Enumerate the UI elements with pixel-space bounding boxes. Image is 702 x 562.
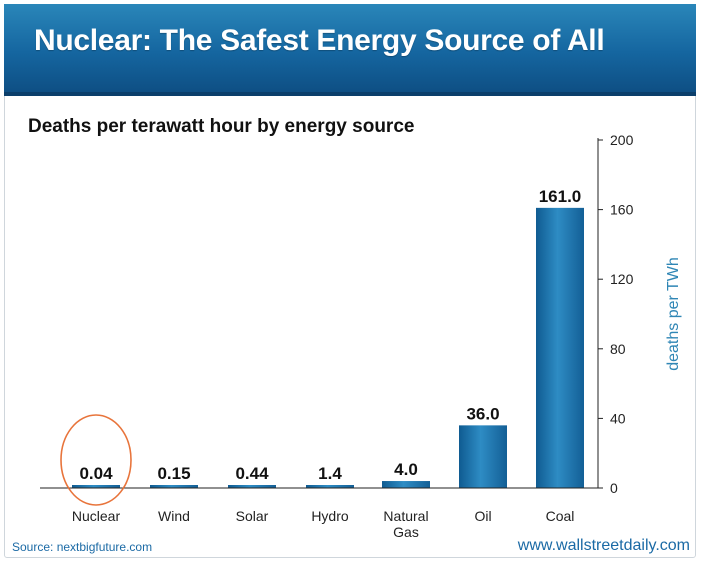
y-tick-label: 80	[610, 341, 626, 357]
y-tick-label: 40	[610, 410, 626, 426]
banner-title: Nuclear: The Safest Energy Source of All	[34, 24, 605, 57]
bar-wind	[150, 485, 198, 488]
site-credit: www.wallstreetdaily.com	[517, 537, 690, 554]
y-tick-label: 0	[610, 480, 618, 496]
data-label: 0.04	[79, 464, 113, 483]
bar-coal	[536, 207, 584, 489]
data-label: 0.44	[235, 464, 269, 483]
category-label: Solar	[236, 508, 269, 524]
y-axis-title: deaths per TWh	[665, 257, 682, 371]
bar-oil	[459, 425, 507, 488]
category-label: Coal	[546, 508, 575, 524]
bar-solar	[228, 485, 276, 488]
highlight-circle	[60, 414, 132, 506]
y-tick-label: 160	[610, 202, 634, 218]
data-label: 0.15	[157, 464, 190, 483]
source-credit: Source: nextbigfuture.com	[12, 540, 153, 554]
title-banner: Nuclear: The Safest Energy Source of All	[4, 4, 696, 96]
category-label: Wind	[158, 508, 190, 524]
category-label: Natural Gas	[383, 508, 428, 540]
data-label: 36.0	[466, 404, 499, 423]
y-tick-label: 120	[610, 271, 634, 287]
chart-title: Deaths per terawatt hour by energy sourc…	[28, 116, 415, 137]
y-tick-label: 200	[610, 132, 634, 148]
bar-hydro	[306, 485, 354, 488]
category-label: Hydro	[311, 508, 349, 524]
category-label: Nuclear	[72, 508, 121, 524]
data-label: 161.0	[539, 187, 582, 206]
data-label: 1.4	[318, 464, 342, 483]
data-label: 4.0	[394, 460, 418, 479]
bar-nuclear	[72, 485, 120, 488]
bar-natural-gas	[382, 481, 430, 488]
category-label: Oil	[474, 508, 491, 524]
